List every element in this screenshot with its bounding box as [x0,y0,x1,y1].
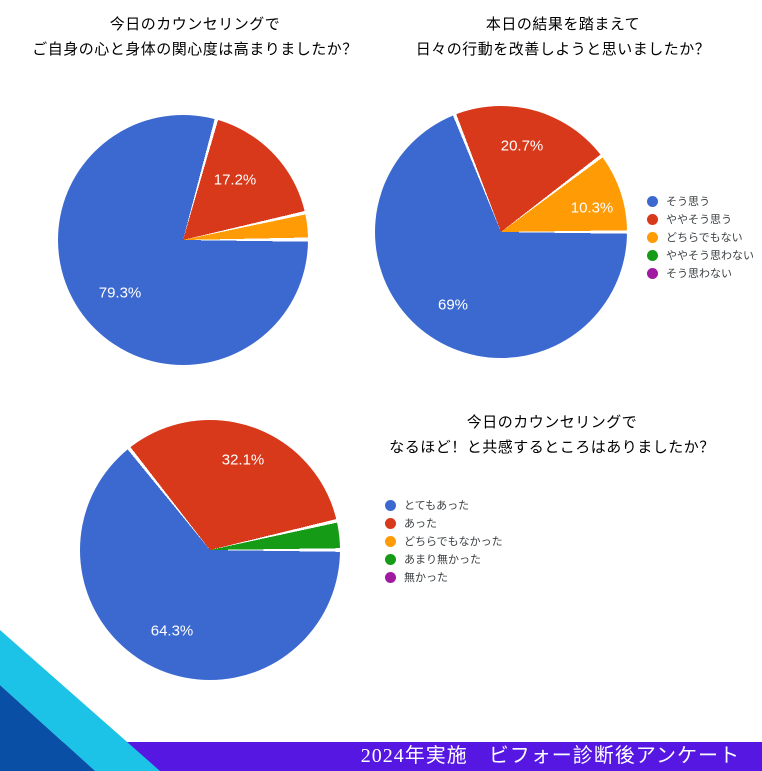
legend-dot-green-icon [385,553,396,565]
chart1-title-line1: 今日のカウンセリングで [109,16,281,33]
legend-item: ややそう思わない [647,246,754,264]
chart3-title-line2: なるほど！と共感するところはありましたか？ [389,439,715,456]
legend-dot-orange-icon [385,535,396,547]
chart3-slice-label-red: 32.1% [221,451,265,469]
legend-dot-blue-icon [385,499,396,511]
legend-label: そう思う [666,196,710,208]
footer-banner-text: 2024年実施 ビフォー診断後アンケート [360,745,740,767]
legend-item: とてもあった [385,496,503,514]
legend-item: そう思う [647,192,754,210]
chart2-slice-label-red: 20.7% [500,137,544,155]
chart1-title-line2: ご自身の心と身体の関心度は高まりましたか？ [32,41,358,58]
chart3-title-line1: 今日のカウンセリングで [466,414,638,431]
legend-dot-purple-icon [385,571,396,583]
chart3-pie: 64.3% 32.1% [80,420,340,680]
legend-item: あまり無かった [385,550,503,568]
legend-item: あった [385,514,503,532]
chart2-title-line2: 日々の行動を改善しようと思いましたか？ [415,41,711,58]
cyan-stripe-shape [0,630,160,771]
legend-label: 無かった [404,572,448,584]
legend-label: どちらでもない [666,232,743,244]
legend-item: 無かった [385,568,503,586]
chart2-title: 本日の結果を踏まえて 日々の行動を改善しようと思いましたか？ [375,12,751,62]
legend-item: どちらでもなかった [385,532,503,550]
chart2-legend: そう思う ややそう思う どちらでもない ややそう思わない そう思わない [647,192,754,282]
legend-label: そう思わない [666,268,732,280]
legend-item: ややそう思う [647,210,754,228]
legend-label: とてもあった [404,500,470,512]
legend-dot-red-icon [647,213,658,225]
legend-dot-orange-icon [647,231,658,243]
legend-label: ややそう思う [666,214,732,226]
legend-label: あまり無かった [404,554,481,566]
legend-label: どちらでもなかった [404,536,503,548]
legend-dot-red-icon [385,517,396,529]
corner-decoration [0,630,160,771]
chart3-slice-label-blue: 64.3% [150,622,194,640]
chart1-pie: 79.3% 17.2% [58,115,308,365]
chart3-title: 今日のカウンセリングで なるほど！と共感するところはありましたか？ [350,410,754,460]
legend-item: そう思わない [647,264,754,282]
legend-dot-green-icon [647,249,658,261]
chart3-legend: とてもあった あった どちらでもなかった あまり無かった 無かった [385,496,503,586]
legend-dot-blue-icon [647,195,658,207]
legend-dot-purple-icon [647,267,658,279]
chart1-slice-label-red: 17.2% [213,171,257,189]
chart1-slice-label-blue: 79.3% [98,284,142,302]
legend-label: ややそう思わない [666,250,754,262]
chart2-slice-label-orange: 10.3% [570,199,614,217]
chart2-pie: 69% 20.7% 10.3% [375,106,627,358]
legend-item: どちらでもない [647,228,754,246]
legend-label: あった [404,518,437,530]
chart1-title: 今日のカウンセリングで ご自身の心と身体の関心度は高まりましたか？ [0,12,390,62]
chart2-slice-label-blue: 69% [437,296,469,314]
chart2-title-line1: 本日の結果を踏まえて [485,16,641,33]
